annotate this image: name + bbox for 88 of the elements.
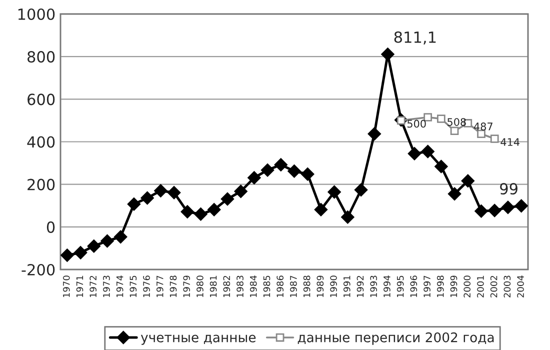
x-tick-label: 1991 xyxy=(343,276,350,298)
data-label: 500 xyxy=(407,120,426,128)
legend-label: учетные данные xyxy=(140,334,256,345)
point xyxy=(127,198,141,211)
point xyxy=(368,127,381,140)
y-tick-label: 600 xyxy=(28,94,55,106)
x-tick-label: 1983 xyxy=(236,276,244,298)
point xyxy=(408,147,422,160)
point xyxy=(514,199,528,212)
point xyxy=(60,248,74,262)
x-tick-label: 1995 xyxy=(396,276,404,298)
point xyxy=(288,164,301,178)
x-tick-label: 1977 xyxy=(156,276,164,298)
point xyxy=(301,168,314,181)
y-tick-label: 0 xyxy=(46,221,55,233)
x-tick-label: 1980 xyxy=(196,276,204,298)
point xyxy=(501,200,515,214)
point xyxy=(154,184,168,198)
x-tick-label: 1986 xyxy=(276,276,284,298)
x-tick-label: 2001 xyxy=(477,276,484,298)
x-tick-label: 2003 xyxy=(504,276,511,298)
x-tick-label: 1994 xyxy=(384,276,390,298)
point xyxy=(341,210,354,224)
point xyxy=(100,234,114,248)
data-label: 508 xyxy=(448,118,466,126)
x-tick-label: 1973 xyxy=(103,276,110,298)
x-tick-label: 1981 xyxy=(210,276,217,298)
point xyxy=(274,158,288,172)
point xyxy=(194,208,208,221)
point xyxy=(114,230,128,244)
y-tick-label: -200 xyxy=(22,264,55,276)
point xyxy=(450,126,459,136)
x-tick-label: 1974 xyxy=(116,276,124,298)
point xyxy=(461,174,474,188)
y-tick-label: 800 xyxy=(28,51,55,63)
x-tick-label: 2000 xyxy=(464,276,471,298)
x-tick-label: 1970 xyxy=(62,276,70,298)
point xyxy=(234,184,248,198)
point xyxy=(208,203,221,216)
point xyxy=(437,114,446,123)
x-tick-label: 1978 xyxy=(170,276,177,298)
point xyxy=(260,163,274,177)
x-tick-label: 1989 xyxy=(316,276,324,298)
data-label: 487 xyxy=(474,122,492,130)
point xyxy=(87,239,100,253)
x-tick-label: 1982 xyxy=(223,276,230,298)
data-label: 414 xyxy=(500,138,520,146)
point xyxy=(167,186,181,200)
x-tick-label: 1987 xyxy=(290,276,297,298)
x-tick-label: 1992 xyxy=(356,276,364,298)
data-label: 99 xyxy=(500,182,518,195)
x-tick-label: 2002 xyxy=(490,276,498,298)
x-tick-label: 1972 xyxy=(90,276,97,298)
x-tick-label: 1993 xyxy=(370,276,378,298)
point xyxy=(180,205,194,218)
x-tick-label: 1996 xyxy=(410,276,418,298)
point xyxy=(220,192,234,206)
point xyxy=(381,48,394,61)
point xyxy=(314,203,328,216)
x-tick-label: 1997 xyxy=(424,276,430,298)
y-tick-label: 200 xyxy=(28,178,55,190)
data-label: 811,1 xyxy=(394,31,436,44)
point xyxy=(354,183,368,196)
legend-label: данные переписи 2002 года xyxy=(298,332,494,345)
point xyxy=(328,185,341,199)
point xyxy=(434,160,448,174)
x-tick-label: 1979 xyxy=(183,276,190,298)
x-tick-label: 1988 xyxy=(303,276,310,298)
x-tick-label: 1971 xyxy=(76,276,84,298)
x-tick-label: 1984 xyxy=(250,276,257,298)
x-tick-label: 1999 xyxy=(450,276,458,298)
point xyxy=(140,191,154,205)
y-tick-label: 1000 xyxy=(18,8,55,20)
point xyxy=(74,246,88,260)
point xyxy=(490,134,499,143)
y-tick-label: 400 xyxy=(27,136,55,148)
point xyxy=(424,113,432,122)
x-tick-label: 1976 xyxy=(143,276,150,298)
point xyxy=(488,204,502,218)
x-tick-label: 1985 xyxy=(263,276,270,298)
point xyxy=(421,144,434,158)
point xyxy=(474,204,488,218)
x-tick-label: 1975 xyxy=(130,276,137,298)
x-tick-label: 2004 xyxy=(517,276,524,298)
x-tick-label: 1990 xyxy=(330,276,337,298)
point xyxy=(248,171,261,184)
point xyxy=(448,187,462,200)
x-tick-label: 1998 xyxy=(436,276,444,298)
